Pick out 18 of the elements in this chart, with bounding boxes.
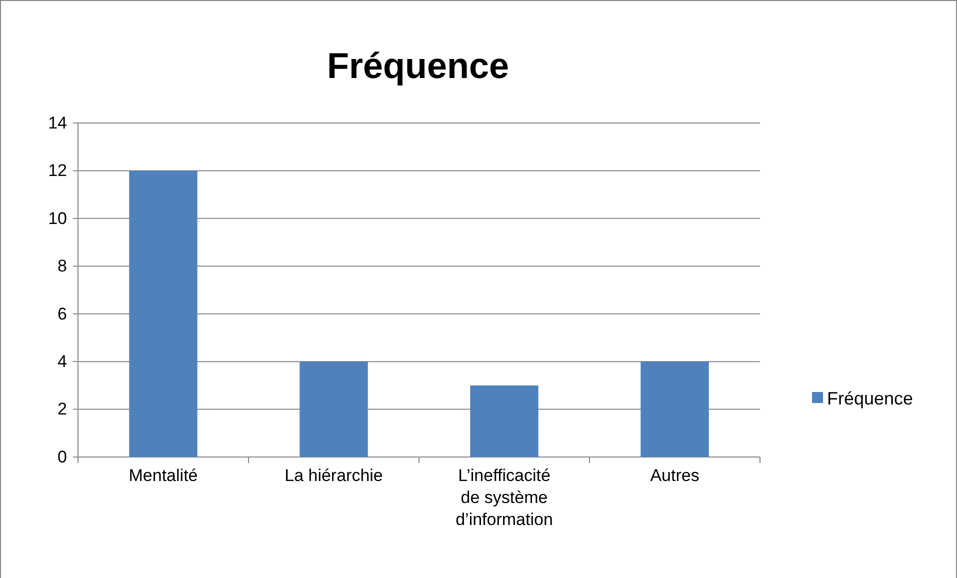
y-tick-label: 12	[48, 161, 67, 180]
bar	[300, 362, 368, 457]
bar	[640, 362, 709, 457]
y-tick-label: 10	[48, 208, 67, 228]
x-tick-label: Autres	[650, 466, 700, 486]
legend-label: Fréquence	[827, 388, 914, 408]
y-tick-label: 0	[58, 447, 67, 466]
x-tick-label: La hiérarchie	[284, 466, 383, 486]
y-tick-label: 6	[58, 304, 67, 324]
x-tick-label: L’inefficacité de système d’information	[456, 466, 553, 530]
chart-title: Fréquence	[326, 45, 510, 86]
y-tick-label: 14	[48, 113, 67, 132]
y-tick-label: 4	[58, 352, 67, 372]
x-tick-label: Mentalité	[128, 466, 198, 486]
y-tick-label: 8	[58, 256, 67, 276]
bar	[470, 385, 538, 457]
bar	[129, 170, 198, 457]
y-tick-label: 2	[58, 400, 67, 419]
